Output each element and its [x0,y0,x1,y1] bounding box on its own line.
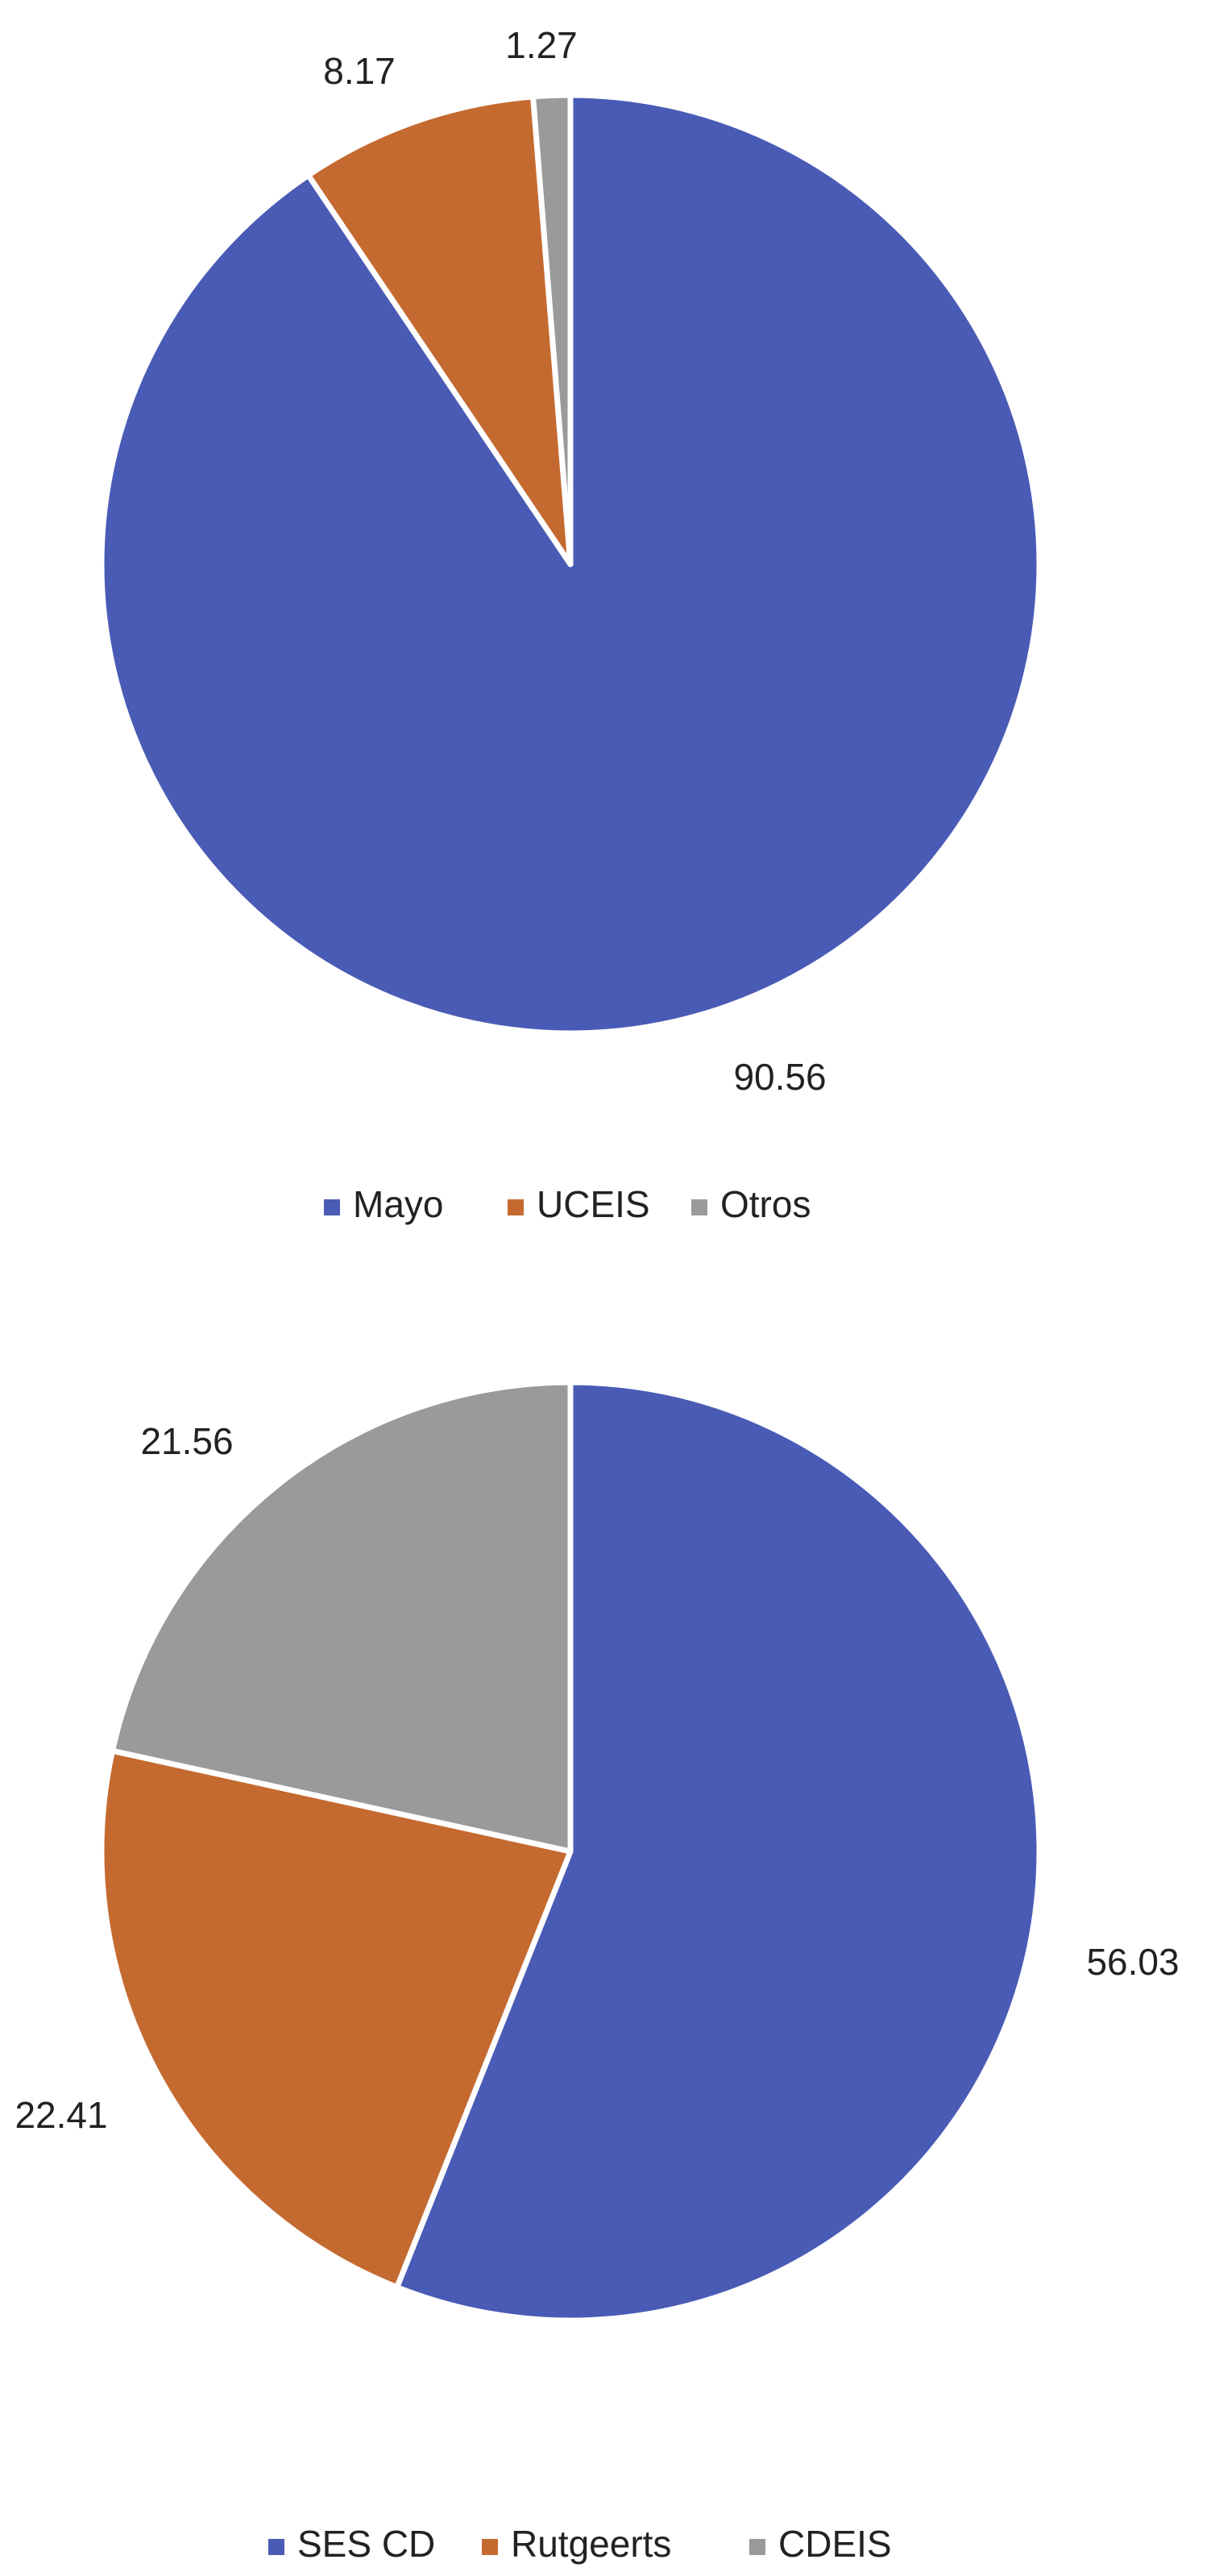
legend-swatch-otros [691,1199,707,1215]
pie-chart-scoring-uc: 90.56 8.17 1.27 Mayo UCEIS Otros [98,24,1043,1225]
legend-label-otros: Otros [720,1183,811,1225]
legend: Mayo UCEIS Otros [324,1183,811,1225]
pie-slice-uceis [305,93,574,567]
legend-swatch-ses-cd [268,2539,284,2555]
data-label-cdeis: 21.56 [140,1420,233,1462]
data-label-rutgeerts: 22.41 [15,2094,107,2136]
legend-label-mayo: Mayo [353,1183,443,1225]
legend-item-cdeis: CDEIS [749,2523,892,2565]
legend-label-rutgeerts: Rutgeerts [511,2523,671,2565]
pie-slice-ses-cd [394,1379,1043,2324]
pie-chart-scoring-cd: 56.03 22.41 21.56 SES CD Rutgeerts CDEIS [15,1379,1180,2565]
legend-label-cdeis: CDEIS [778,2523,892,2565]
data-label-otros: 1.27 [505,24,578,66]
legend-swatch-uceis [508,1199,524,1215]
legend-label-ses-cd: SES CD [297,2523,435,2565]
legend-item-mayo: Mayo [324,1183,443,1225]
pie-slice-rutgeerts [98,1747,574,2291]
pie-slice-cdeis [110,1379,574,1855]
legend-item-uceis: UCEIS [508,1183,650,1225]
legend-swatch-rutgeerts [482,2539,498,2555]
legend: SES CD Rutgeerts CDEIS [268,2523,892,2565]
data-label-mayo: 90.56 [733,1056,826,1098]
legend-item-rutgeerts: Rutgeerts [482,2523,671,2565]
legend-swatch-cdeis [749,2539,765,2555]
legend-label-uceis: UCEIS [537,1183,650,1225]
legend-item-otros: Otros [691,1183,811,1225]
data-label-uceis: 8.17 [323,50,396,92]
legend-swatch-mayo [324,1199,340,1215]
legend-item-ses-cd: SES CD [268,2523,435,2565]
data-label-ses-cd: 56.03 [1086,1941,1179,1983]
pie-slice-otros [530,92,574,567]
